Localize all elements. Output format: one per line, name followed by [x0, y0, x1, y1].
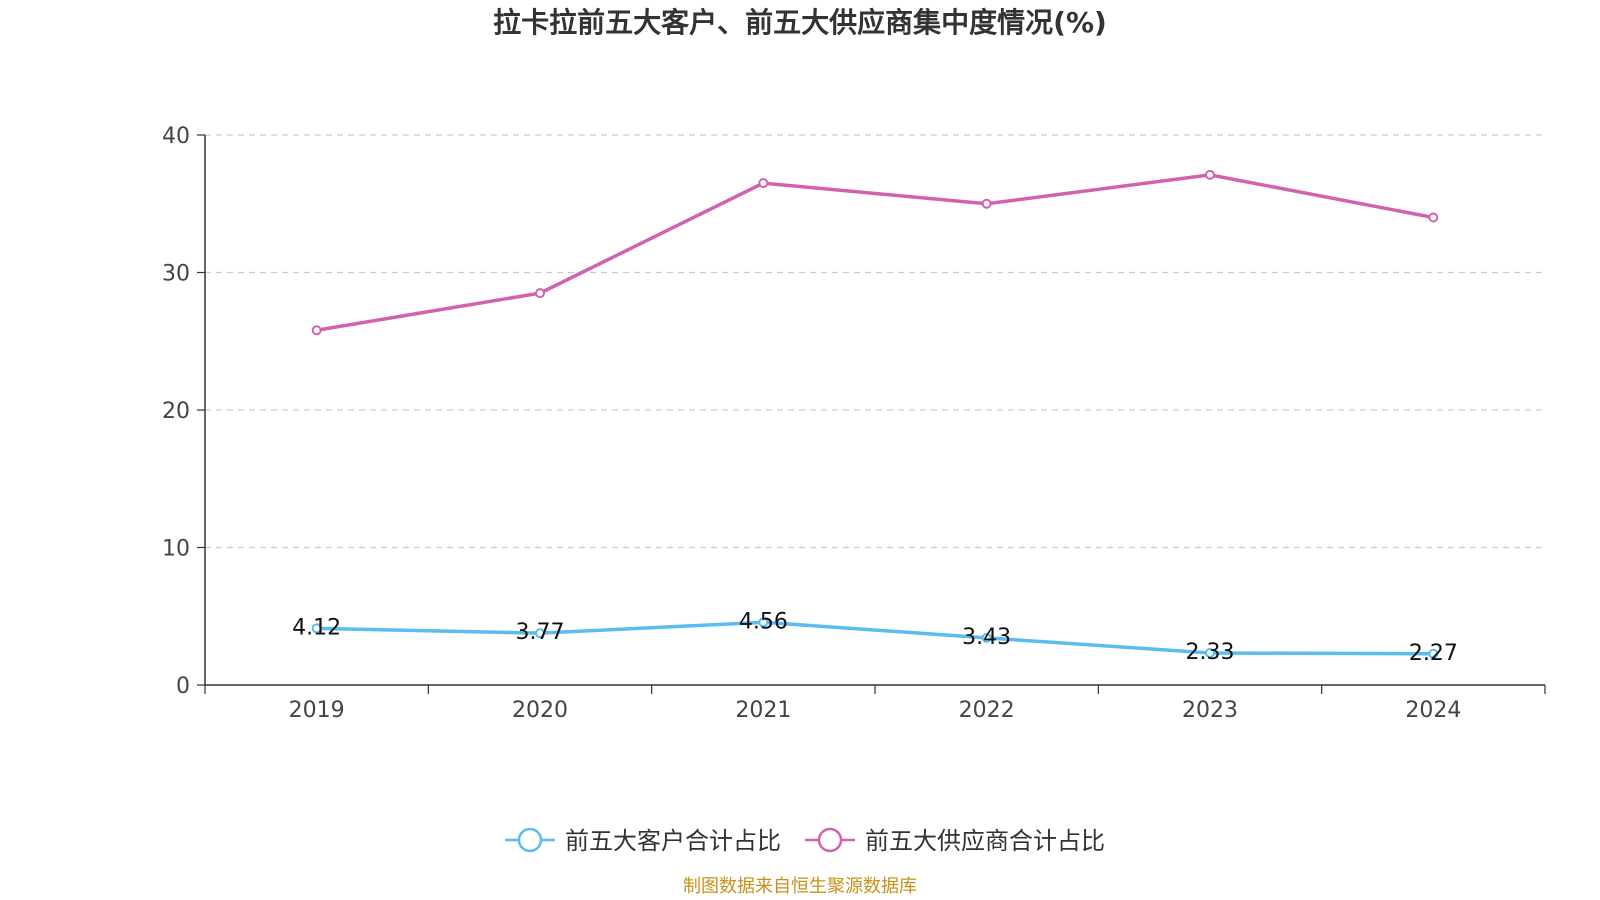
x-tick-label: 2019: [289, 698, 345, 723]
data-point[interactable]: [981, 198, 992, 209]
x-tick-label: 2022: [959, 698, 1015, 723]
legend-circle-icon: [517, 827, 543, 853]
legend-label: 前五大供应商合计占比: [865, 827, 1105, 855]
x-tick-label: 2020: [512, 698, 568, 723]
series-line: [314, 173, 1436, 332]
legend-circle-icon: [817, 827, 843, 853]
grid-lines: [205, 134, 1545, 549]
series-group: 4.12 3.77 4.56 3.43 2.33 2.27: [292, 169, 1458, 666]
legend: 前五大客户合计占比 前五大供应商合计占比: [505, 827, 1105, 855]
data-point[interactable]: [981, 632, 992, 643]
x-tick-label: 2023: [1182, 698, 1238, 723]
series-line: [314, 620, 1436, 656]
series-1: 4.12 3.77 4.56 3.43 2.33 2.27: [292, 609, 1458, 665]
data-point[interactable]: [1205, 169, 1215, 180]
y-tick-label: 0: [176, 674, 190, 699]
data-point[interactable]: [758, 617, 769, 628]
y-tick-label: 20: [162, 399, 190, 424]
data-label: 3.77: [516, 620, 565, 645]
data-point[interactable]: [1428, 212, 1439, 223]
data-label: 4.56: [739, 609, 788, 634]
legend-item-1[interactable]: 前五大客户合计占比: [505, 827, 781, 855]
data-point[interactable]: [311, 325, 322, 336]
data-point[interactable]: [535, 288, 545, 299]
data-point[interactable]: [311, 623, 322, 634]
x-tick-label: 2024: [1405, 698, 1461, 723]
source-note: 制图数据来自恒生聚源数据库: [683, 876, 917, 897]
y-tick-label: 10: [162, 537, 190, 562]
chart-title: 拉卡拉前五大客户、前五大供应商集中度情况(%): [493, 6, 1107, 39]
series-2: [311, 169, 1439, 336]
data-point[interactable]: [758, 178, 769, 189]
x-axis-ticks: 2019 2020 2021 2022 2023 2024: [204, 685, 1546, 723]
data-point[interactable]: [1205, 647, 1215, 658]
legend-label: 前五大客户合计占比: [565, 827, 781, 855]
data-point[interactable]: [535, 628, 545, 639]
y-axis-ticks: 0 10 20 30 40: [162, 124, 205, 699]
data-label: 4.12: [292, 615, 341, 640]
data-label: 2.33: [1186, 640, 1235, 665]
data-point[interactable]: [1428, 648, 1439, 659]
legend-item-2[interactable]: 前五大供应商合计占比: [805, 827, 1105, 855]
data-label: 3.43: [962, 625, 1011, 650]
data-label: 2.27: [1409, 641, 1458, 666]
x-tick-label: 2021: [735, 698, 791, 723]
y-tick-label: 30: [162, 262, 190, 287]
y-tick-label: 40: [162, 124, 190, 149]
